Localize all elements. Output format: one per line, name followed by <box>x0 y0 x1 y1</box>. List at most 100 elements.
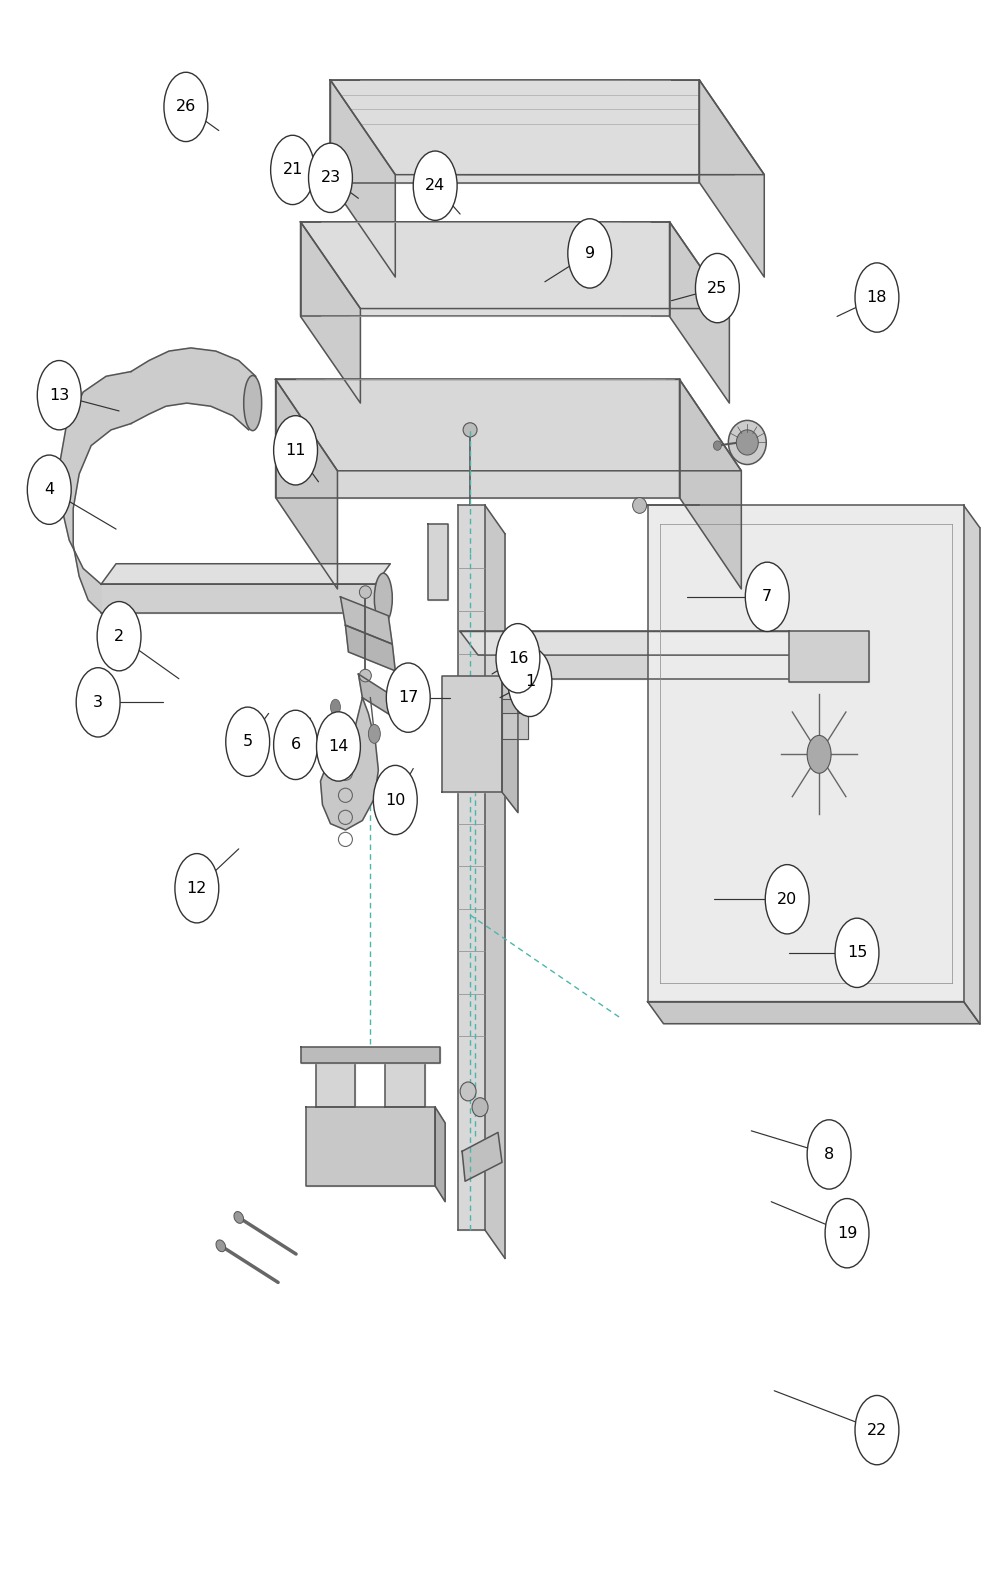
Circle shape <box>309 144 352 213</box>
Circle shape <box>765 865 809 934</box>
Circle shape <box>37 360 81 429</box>
Polygon shape <box>330 80 764 175</box>
Circle shape <box>27 454 71 524</box>
Polygon shape <box>462 1133 502 1182</box>
Polygon shape <box>385 1053 425 1108</box>
Circle shape <box>496 623 540 693</box>
Ellipse shape <box>463 423 477 437</box>
Polygon shape <box>330 80 699 183</box>
Circle shape <box>413 151 457 221</box>
Text: 8: 8 <box>824 1147 834 1161</box>
Polygon shape <box>502 713 528 739</box>
Circle shape <box>164 73 208 142</box>
Text: 6: 6 <box>291 737 301 753</box>
Text: 19: 19 <box>837 1226 857 1240</box>
Polygon shape <box>101 563 390 584</box>
Polygon shape <box>789 631 869 682</box>
Circle shape <box>226 707 270 776</box>
Polygon shape <box>301 222 729 309</box>
Ellipse shape <box>359 669 371 682</box>
Polygon shape <box>301 222 360 402</box>
Circle shape <box>368 724 380 743</box>
Polygon shape <box>358 674 395 718</box>
Text: 26: 26 <box>176 99 196 115</box>
Text: 5: 5 <box>243 734 253 750</box>
Text: 22: 22 <box>867 1423 887 1438</box>
Circle shape <box>855 1395 899 1464</box>
Circle shape <box>76 667 120 737</box>
Circle shape <box>330 699 340 715</box>
Circle shape <box>745 562 789 631</box>
Polygon shape <box>101 584 375 612</box>
Text: 21: 21 <box>282 163 303 177</box>
Polygon shape <box>458 505 485 1231</box>
Polygon shape <box>276 379 741 470</box>
Polygon shape <box>316 1053 355 1108</box>
Polygon shape <box>435 1108 445 1202</box>
Polygon shape <box>680 379 741 589</box>
Polygon shape <box>330 80 395 278</box>
Text: 24: 24 <box>425 178 445 193</box>
Circle shape <box>175 854 219 923</box>
Text: 12: 12 <box>187 881 207 896</box>
Text: 2: 2 <box>114 628 124 644</box>
Ellipse shape <box>374 573 392 623</box>
Circle shape <box>271 136 315 205</box>
Ellipse shape <box>359 585 371 598</box>
Polygon shape <box>460 631 789 679</box>
Polygon shape <box>648 505 964 1002</box>
Circle shape <box>274 415 318 484</box>
Polygon shape <box>59 371 131 612</box>
Polygon shape <box>670 222 729 402</box>
Ellipse shape <box>460 1083 476 1101</box>
Circle shape <box>568 219 612 289</box>
Text: 23: 23 <box>320 170 341 185</box>
Ellipse shape <box>633 497 647 513</box>
Text: 9: 9 <box>585 246 595 260</box>
Polygon shape <box>301 222 670 317</box>
Ellipse shape <box>736 429 758 454</box>
Text: 13: 13 <box>49 388 69 402</box>
Polygon shape <box>648 1002 980 1024</box>
Circle shape <box>335 718 345 734</box>
Polygon shape <box>276 379 680 497</box>
Text: 15: 15 <box>847 945 867 961</box>
Text: 25: 25 <box>707 281 728 295</box>
Polygon shape <box>460 631 807 655</box>
Circle shape <box>807 735 831 773</box>
Text: 14: 14 <box>328 739 349 754</box>
Polygon shape <box>428 524 448 600</box>
Circle shape <box>373 765 417 835</box>
Text: 7: 7 <box>762 589 772 604</box>
Circle shape <box>386 663 430 732</box>
Circle shape <box>508 647 552 716</box>
Ellipse shape <box>472 1098 488 1117</box>
Polygon shape <box>340 596 392 644</box>
Text: 18: 18 <box>867 290 887 305</box>
Ellipse shape <box>728 420 766 464</box>
Polygon shape <box>699 80 764 278</box>
Ellipse shape <box>244 376 262 431</box>
Polygon shape <box>306 1108 435 1187</box>
Polygon shape <box>276 379 337 589</box>
Text: 16: 16 <box>508 650 528 666</box>
Circle shape <box>855 264 899 333</box>
Polygon shape <box>502 675 518 813</box>
Polygon shape <box>131 347 256 429</box>
Text: 11: 11 <box>285 443 306 458</box>
Circle shape <box>807 1120 851 1190</box>
Circle shape <box>825 1199 869 1267</box>
Ellipse shape <box>234 1212 244 1223</box>
Polygon shape <box>320 697 378 830</box>
Circle shape <box>317 712 360 781</box>
Circle shape <box>274 710 318 780</box>
Ellipse shape <box>216 1240 226 1251</box>
Text: 4: 4 <box>44 483 54 497</box>
Text: 17: 17 <box>398 690 418 705</box>
Polygon shape <box>301 1048 440 1064</box>
Circle shape <box>835 918 879 988</box>
Polygon shape <box>345 625 395 671</box>
Ellipse shape <box>713 440 721 450</box>
Circle shape <box>695 254 739 323</box>
Polygon shape <box>964 505 980 1024</box>
